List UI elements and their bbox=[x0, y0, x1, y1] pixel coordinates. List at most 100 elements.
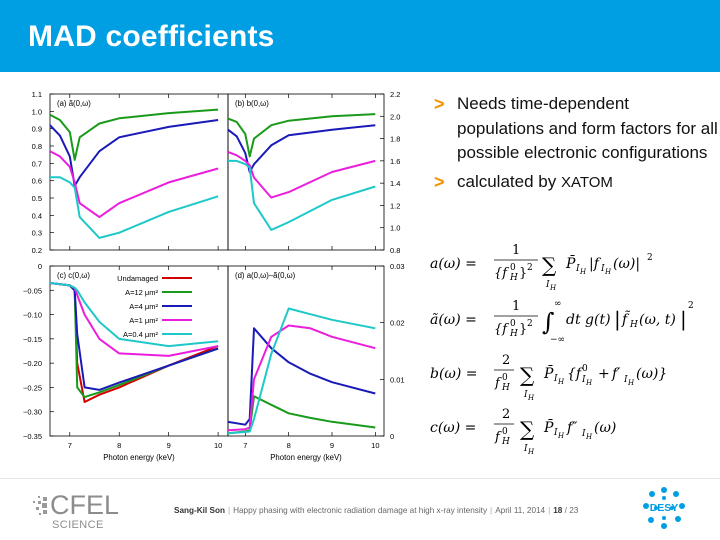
y-tick-label: 1.0 bbox=[390, 224, 400, 233]
svg-text:I: I bbox=[623, 375, 628, 385]
svg-text:H: H bbox=[579, 268, 587, 276]
bullet-arrow-icon: > bbox=[434, 171, 445, 192]
footer: Sang-Kil Son | Happy phasing with electron… bbox=[174, 506, 579, 515]
y-tick-label: 1.8 bbox=[390, 135, 400, 144]
svg-text:|f: |f bbox=[589, 256, 602, 272]
bullet-item: > Needs time-dependent populations and f… bbox=[434, 92, 720, 166]
desy-dots-icon bbox=[643, 487, 685, 529]
y-tick-label: 2.2 bbox=[390, 90, 400, 99]
svg-text:0: 0 bbox=[582, 364, 588, 374]
desy-logo-text: DESY bbox=[650, 502, 679, 514]
y-tick-label: 1.2 bbox=[390, 201, 400, 210]
equations: a(ω) = 1 {f 0 H } 2 ∑ I H P̄ I H |f I H … bbox=[430, 243, 694, 456]
svg-text:+: + bbox=[598, 366, 610, 382]
svg-text:(ω, t): (ω, t) bbox=[639, 312, 676, 328]
footer-talk-title: Happy phasing with electronic radiation … bbox=[233, 506, 488, 515]
plot-frame bbox=[49, 93, 229, 251]
svg-text:}: } bbox=[519, 322, 527, 337]
x-tick-label: 9 bbox=[167, 441, 171, 450]
svg-text:f: f bbox=[494, 430, 502, 445]
svg-text:H: H bbox=[557, 432, 565, 440]
svg-text:2: 2 bbox=[502, 353, 510, 368]
bullet-text: Needs time-dependent populations and for… bbox=[457, 94, 718, 162]
panel-label: (a) ã(0,ω) bbox=[57, 99, 91, 108]
y-tick-label: 1.1 bbox=[32, 90, 42, 99]
svg-text:H: H bbox=[501, 437, 510, 447]
series-line bbox=[228, 307, 376, 435]
y-tick-label: 0.03 bbox=[390, 262, 405, 271]
y-tick-label: 1.4 bbox=[390, 179, 400, 188]
series-line bbox=[228, 124, 376, 173]
svg-text:I: I bbox=[600, 264, 605, 274]
y-tick-label: 0.9 bbox=[32, 125, 42, 134]
svg-text:P̄: P̄ bbox=[565, 254, 576, 272]
svg-text:(ω): (ω) bbox=[594, 420, 616, 436]
bullet-text: calculated by bbox=[457, 171, 561, 191]
svg-text:I: I bbox=[553, 374, 558, 384]
svg-text:f̃: f̃ bbox=[621, 310, 630, 328]
svg-text:{f: {f bbox=[567, 366, 584, 382]
plot-frame bbox=[227, 93, 385, 251]
svg-text:H: H bbox=[627, 379, 635, 387]
svg-text:2: 2 bbox=[527, 319, 533, 329]
y-tick-label: 0.3 bbox=[32, 229, 42, 238]
svg-text:−∞: −∞ bbox=[550, 335, 565, 345]
cfel-logo: CFEL SCIENCE bbox=[33, 490, 119, 531]
x-axis-label: Photon energy (keV) bbox=[103, 453, 175, 462]
equation-a-tilde: ã(ω) = 1 {f 0 H } 2 ∫ ∞ −∞ dt g(t) | f̃ … bbox=[430, 299, 694, 345]
y-tick-label: 0.5 bbox=[32, 194, 42, 203]
y-tick-label: 0.2 bbox=[32, 246, 42, 255]
series-line bbox=[228, 150, 376, 199]
svg-text:H: H bbox=[557, 378, 565, 386]
series-line bbox=[50, 176, 219, 239]
footer-date: April 11, 2014 bbox=[495, 506, 546, 515]
bullet-list: > Needs time-dependent populations and f… bbox=[434, 92, 720, 199]
y-tick-label: 0 bbox=[390, 432, 394, 441]
x-tick-label: 8 bbox=[117, 441, 121, 450]
panel-label: (d) a(0,ω)–ã(0,ω) bbox=[235, 271, 296, 280]
series-line bbox=[228, 324, 376, 432]
svg-text:ã(ω) =: ã(ω) = bbox=[430, 312, 477, 328]
x-tick-label: 9 bbox=[330, 441, 334, 450]
svg-text:I: I bbox=[523, 390, 528, 400]
svg-text:H: H bbox=[527, 448, 535, 456]
y-tick-label: 1.0 bbox=[32, 107, 42, 116]
y-tick-label: 0.4 bbox=[32, 211, 42, 220]
mad-coefficient-plots: 1.1 1.0 0.9 0.8 0.7 0.6 0.5 0.4 0.3 0.2 (a) ã(0,ω)… bbox=[23, 90, 405, 462]
legend-label: Undamaged bbox=[117, 274, 158, 283]
series-line bbox=[50, 108, 219, 161]
svg-text:dt g(t): dt g(t) bbox=[566, 312, 611, 328]
series-line bbox=[228, 327, 376, 426]
svg-text:f′: f′ bbox=[611, 366, 621, 382]
equation-b: b(ω) = 2 f 0 H ∑ I H P̄ I H {f 0 I H + f… bbox=[430, 353, 667, 402]
svg-text:I: I bbox=[553, 428, 558, 438]
svg-text:∫: ∫ bbox=[542, 308, 555, 336]
svg-text:I: I bbox=[545, 280, 550, 290]
legend-label: A=1 μm² bbox=[129, 316, 158, 325]
legend-label: A=4 μm² bbox=[129, 302, 158, 311]
svg-text:2: 2 bbox=[502, 407, 510, 422]
y-tick-label: 0.6 bbox=[32, 177, 42, 186]
svg-text:2: 2 bbox=[688, 301, 694, 311]
y-tick-label: −0.25 bbox=[23, 383, 42, 392]
desy-logo: DESY bbox=[643, 487, 685, 529]
y-tick-label: −0.05 bbox=[23, 286, 42, 295]
y-tick-label: 0.7 bbox=[32, 159, 42, 168]
svg-text:c(ω) =: c(ω) = bbox=[430, 420, 476, 436]
svg-text:∑: ∑ bbox=[520, 363, 535, 387]
svg-text:(ω)}: (ω)} bbox=[636, 366, 667, 382]
legend-label: A=0.4 μm² bbox=[123, 330, 158, 339]
y-tick-label: 2.0 bbox=[390, 112, 400, 121]
svg-text:{f: {f bbox=[494, 266, 509, 281]
svg-text:H: H bbox=[527, 394, 535, 402]
svg-text:P̄: P̄ bbox=[543, 418, 554, 436]
panel-label: (b) b(0,ω) bbox=[235, 99, 269, 108]
series-line bbox=[50, 119, 219, 187]
y-tick-label: −0.20 bbox=[23, 359, 42, 368]
footer-author: Sang-Kil Son bbox=[174, 506, 225, 515]
y-tick-label: 0.02 bbox=[390, 319, 405, 328]
svg-text:f″: f″ bbox=[566, 420, 578, 436]
svg-text:|: | bbox=[680, 307, 687, 332]
svg-text:H: H bbox=[549, 284, 557, 292]
cfel-logo-subtext: SCIENCE bbox=[52, 519, 104, 531]
